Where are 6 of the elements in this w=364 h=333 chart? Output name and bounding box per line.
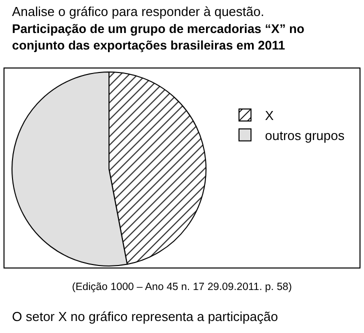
text: O setor X no gráfico representa a participação	[12, 309, 278, 324]
text: (Edição 1000 – Ano 45 n. 17 29.09.2011. p. 58)	[72, 281, 292, 293]
legend-label: X	[265, 108, 274, 124]
legend-label: outros grupos	[265, 128, 345, 143]
chart-title: Participação de um grupo de mercadorias “X” no conjunto das exportações brasileiras em 2011	[12, 22, 305, 52]
text: Analise o gráfico para responder à questão.	[12, 4, 264, 19]
